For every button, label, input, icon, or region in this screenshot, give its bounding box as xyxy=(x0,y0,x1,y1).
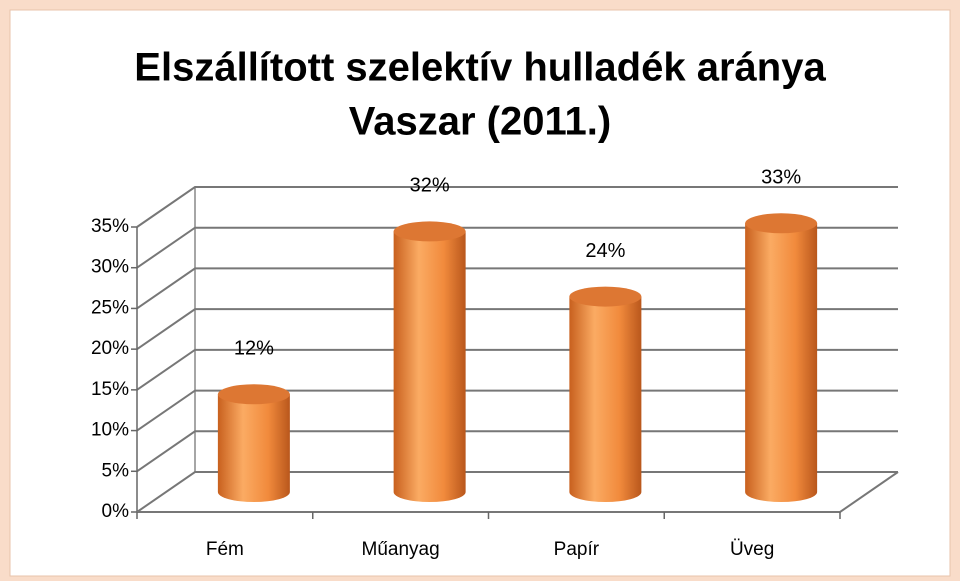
y-tick-label: 0% xyxy=(102,501,130,522)
value-label: 12% xyxy=(234,338,274,360)
bar-top xyxy=(217,384,290,405)
y-tick-label: 25% xyxy=(91,297,129,318)
value-label: 33% xyxy=(761,167,801,189)
bar-top xyxy=(745,213,818,234)
bar-top xyxy=(393,221,466,242)
x-tick-label: Műanyag xyxy=(362,539,440,560)
bar xyxy=(745,223,818,503)
grid-line xyxy=(136,430,898,473)
value-label: 32% xyxy=(410,175,450,197)
y-tick-label: 5% xyxy=(102,460,130,481)
value-label: 24% xyxy=(585,240,625,262)
bar xyxy=(393,231,466,502)
grid-line xyxy=(136,267,898,310)
y-tick-label: 20% xyxy=(91,338,129,359)
y-tick-label: 10% xyxy=(91,420,129,441)
chart-title: Vaszar (2011.) xyxy=(349,100,611,144)
grid-line xyxy=(136,348,898,391)
bar xyxy=(569,296,642,502)
y-tick-label: 35% xyxy=(91,216,129,237)
grid-line xyxy=(136,471,898,513)
grid-line xyxy=(136,308,898,350)
grid-line xyxy=(136,226,898,269)
chart-title: Elszállított szelektív hulladék aránya xyxy=(134,46,826,90)
y-tick-label: 15% xyxy=(91,379,129,400)
grid-line xyxy=(136,389,898,432)
bar-top xyxy=(569,286,642,307)
x-tick-label: Fém xyxy=(206,539,244,560)
bar xyxy=(217,394,290,502)
x-tick-label: Papír xyxy=(554,539,600,560)
y-tick-label: 30% xyxy=(91,257,129,278)
grid-line xyxy=(136,186,898,228)
x-tick-label: Üveg xyxy=(730,539,774,560)
